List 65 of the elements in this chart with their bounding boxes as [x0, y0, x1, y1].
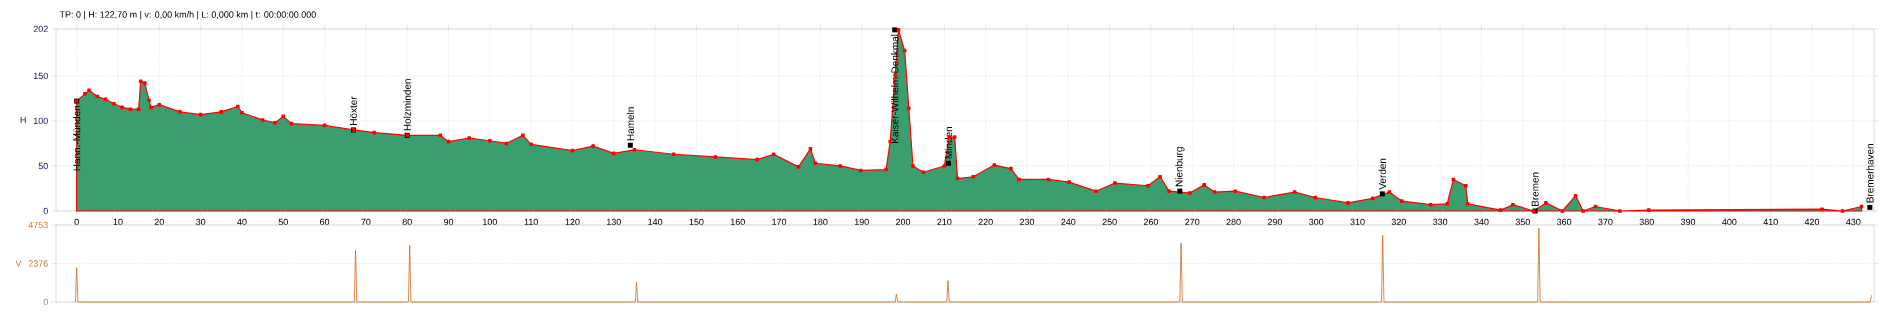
- annotation: Verden: [1378, 158, 1386, 190]
- x-tick-label: 350: [1515, 218, 1530, 226]
- x-tick-label: 90: [443, 218, 454, 226]
- x-tick-label: 100: [483, 218, 497, 226]
- x-tick-label: 400: [1722, 218, 1737, 226]
- x-tick-label: 360: [1556, 218, 1572, 226]
- x-tick-label: 30: [195, 218, 206, 226]
- y-tick-label: 2376: [28, 260, 48, 267]
- x-tick-label: 60: [320, 218, 330, 226]
- x-tick-label: 190: [854, 218, 869, 226]
- annotation: Hameln: [626, 107, 634, 141]
- x-tick-label: 70: [361, 218, 371, 226]
- annotation: Kaiser-Wilhelm-Denkmal: [891, 34, 899, 143]
- x-tick-label: 50: [278, 218, 288, 226]
- chart-title: TP: 0 | H: 122,70 m | v: 0,00 km/h | L: 0,000 km | t: 00:00:00.000: [59, 11, 316, 20]
- y-tick-label: 100: [33, 117, 48, 125]
- x-tick-label: 370: [1598, 218, 1613, 226]
- x-tick-label: 120: [565, 218, 580, 226]
- x-tick-label: 200: [895, 218, 911, 226]
- line-series: [75, 227, 1872, 303]
- x-tick-label: 210: [937, 218, 952, 226]
- x-tick-label: 290: [1267, 218, 1283, 226]
- x-tick-label: 160: [730, 218, 745, 226]
- x-tick-label: 0: [74, 218, 79, 226]
- annotation: Bremen: [1531, 172, 1539, 206]
- annotation: Holzminden: [403, 79, 411, 131]
- x-tick-label: 140: [648, 218, 663, 226]
- x-tick-label: 280: [1226, 218, 1241, 226]
- x-tick-label: 240: [1061, 218, 1076, 226]
- y-tick-label: 4753: [28, 221, 48, 229]
- x-tick-label: 80: [402, 218, 412, 226]
- y-tick-label: 0: [43, 207, 48, 215]
- y-axis-title: V: [15, 260, 22, 267]
- x-tick-label: 150: [689, 218, 704, 226]
- x-tick-label: 310: [1350, 218, 1365, 226]
- y-tick-label: 202: [33, 25, 48, 33]
- x-tick-label: 180: [813, 218, 828, 226]
- x-tick-label: 20: [154, 218, 164, 226]
- x-tick-label: 300: [1309, 218, 1324, 226]
- x-tick-label: 10: [113, 218, 123, 226]
- x-tick-label: 110: [524, 218, 538, 226]
- x-tick-label: 220: [978, 218, 993, 226]
- x-tick-label: 390: [1680, 218, 1696, 226]
- x-tick-label: 170: [772, 218, 787, 226]
- x-tick-label: 340: [1474, 218, 1489, 226]
- x-tick-label: 250: [1102, 218, 1117, 226]
- x-tick-label: 40: [237, 218, 247, 226]
- x-tick-label: 330: [1433, 218, 1448, 226]
- x-tick-label: 380: [1639, 218, 1654, 226]
- annotation: Nienburg: [1175, 147, 1185, 187]
- x-tick-label: 410: [1763, 218, 1778, 226]
- y-tick-label: 0: [43, 298, 48, 306]
- annotation: Höxter: [350, 96, 357, 125]
- y-tick-label: 150: [33, 72, 48, 80]
- x-tick-label: 320: [1391, 218, 1406, 226]
- annotation: Bremerhaven: [1866, 144, 1874, 203]
- y-axis-title: H: [20, 116, 26, 124]
- x-tick-label: 260: [1143, 218, 1159, 226]
- x-tick-label: 430: [1846, 218, 1861, 226]
- x-tick-label: 270: [1185, 218, 1200, 226]
- y-tick-label: 50: [38, 162, 48, 170]
- x-tick-label: 230: [1019, 218, 1035, 226]
- x-tick-label: 420: [1804, 218, 1820, 226]
- annotation: Hann.-Münden: [73, 105, 81, 171]
- x-tick-label: 130: [607, 218, 621, 226]
